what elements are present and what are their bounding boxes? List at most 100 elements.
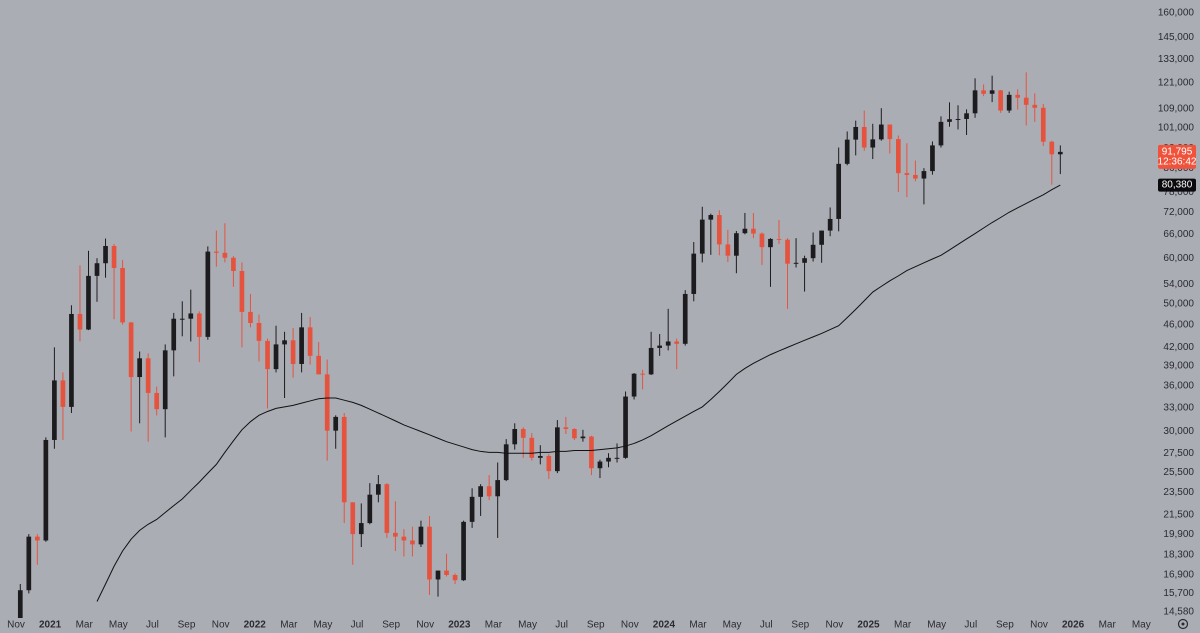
candle-body — [648, 347, 654, 375]
y-tick-label: 66,000 — [1163, 229, 1194, 240]
candle-body — [469, 496, 475, 522]
candle-body — [546, 455, 552, 472]
y-tick-label: 42,000 — [1163, 342, 1194, 353]
candle-body — [537, 455, 543, 458]
candle-body — [290, 340, 296, 364]
candle-body — [179, 318, 185, 320]
candle-body — [1032, 104, 1038, 108]
x-tick-label: Mar — [280, 620, 298, 631]
y-tick-label: 78,000 — [1163, 187, 1194, 198]
candle-body — [188, 313, 194, 319]
candle-body — [776, 238, 782, 240]
x-tick-label: 2026 — [1062, 620, 1085, 631]
x-tick-label: Jul — [555, 620, 568, 631]
candle-body — [597, 461, 603, 469]
candle-body — [52, 380, 57, 440]
candle-body — [887, 124, 893, 140]
candle-body — [793, 262, 799, 264]
x-tick-label: Nov — [826, 620, 844, 631]
x-tick-label: Mar — [689, 620, 707, 631]
last-price-box — [1158, 144, 1196, 169]
candle-body — [819, 230, 824, 245]
candle-body — [375, 484, 381, 495]
candle-body — [410, 540, 415, 545]
candle-body — [384, 484, 390, 533]
candle-body — [708, 215, 714, 220]
candle-body — [682, 293, 688, 344]
candle-body — [861, 126, 867, 148]
candle-body — [972, 90, 978, 114]
candle-body — [665, 341, 671, 346]
candle-body — [128, 322, 134, 378]
candle-body — [606, 457, 611, 462]
candle-body — [853, 126, 859, 140]
x-tick-label: 2022 — [244, 620, 267, 631]
candle-body — [580, 436, 586, 439]
candle-body — [589, 436, 594, 469]
candle-body — [844, 139, 850, 164]
plot-area — [17, 72, 1063, 618]
y-tick-label: 36,000 — [1163, 381, 1194, 392]
candle-body — [495, 480, 501, 497]
last-price-label: 91,795 — [1162, 147, 1193, 158]
candle-body — [1040, 107, 1046, 142]
x-tick-label: 2023 — [448, 620, 471, 631]
candle-body — [111, 245, 117, 268]
candle-body — [964, 113, 969, 119]
y-tick-label: 121,000 — [1158, 77, 1195, 88]
settings-icon[interactable] — [1177, 618, 1189, 630]
candle-body — [802, 258, 807, 263]
y-tick-label: 33,000 — [1163, 402, 1194, 413]
x-tick-label: Mar — [1099, 620, 1117, 631]
y-tick-label: 27,500 — [1163, 448, 1194, 459]
candle-body — [486, 486, 492, 497]
candle-body — [520, 428, 526, 438]
candle-body — [214, 251, 219, 253]
candle-body — [921, 171, 927, 179]
countdown-label: 12:36:42 — [1158, 157, 1197, 168]
candle-body — [120, 267, 125, 323]
axes: 14,580 15,700 16,900 18,300 19,900 21,500 23,5… — [7, 8, 1194, 631]
candle-body — [742, 228, 748, 234]
candle-body — [60, 380, 66, 407]
x-tick-label: Mar — [894, 620, 912, 631]
y-tick-label: 145,000 — [1158, 32, 1195, 43]
y-tick-label: 25,500 — [1163, 467, 1194, 478]
candle-body — [86, 275, 91, 330]
candle-body — [631, 373, 637, 397]
x-tick-label: Nov — [1030, 620, 1048, 631]
y-tick-label: 109,000 — [1158, 104, 1195, 115]
candle-body — [273, 344, 279, 370]
y-tick-label: 39,000 — [1163, 361, 1194, 372]
x-tick-label: Sep — [587, 620, 605, 631]
candle-body — [350, 502, 356, 535]
candle-body — [1015, 94, 1021, 98]
candle-body — [299, 327, 304, 364]
x-tick-label: May — [1132, 620, 1151, 631]
x-tick-label: May — [109, 620, 128, 631]
y-tick-label: 14,580 — [1163, 607, 1194, 618]
candle-body — [623, 396, 628, 458]
candle-body — [572, 428, 577, 439]
y-tick-label: 160,000 — [1158, 8, 1195, 19]
candle-body — [512, 428, 518, 445]
candle-body — [691, 253, 697, 294]
candle-body — [896, 139, 901, 174]
candle-body — [358, 523, 364, 535]
candle-body — [478, 486, 483, 497]
x-tick-label: Sep — [178, 620, 196, 631]
candle-body — [43, 439, 49, 541]
x-tick-label: 2025 — [857, 620, 880, 631]
candle-body — [333, 416, 339, 431]
candle-body — [324, 374, 330, 431]
candle-body — [640, 373, 645, 375]
x-tick-label: Nov — [416, 620, 434, 631]
x-tick-label: Mar — [76, 620, 94, 631]
candle-body — [26, 536, 32, 591]
candle-body — [34, 536, 40, 541]
candle-body — [555, 427, 560, 472]
candle-body — [725, 244, 731, 256]
y-tick-label: 19,900 — [1163, 529, 1194, 540]
candle-body — [367, 494, 373, 524]
candle-body — [444, 570, 449, 575]
